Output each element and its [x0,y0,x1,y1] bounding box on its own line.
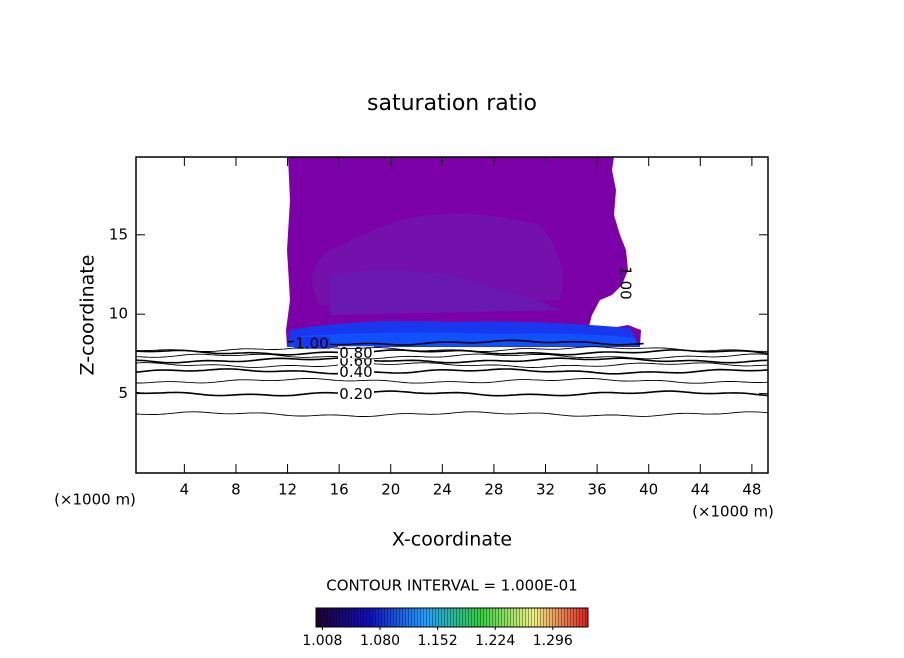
colorbar-tick-label: 1.152 [418,633,458,649]
colorbar-tick-label: 1.008 [302,633,342,649]
y-tick-label: 15 [109,225,128,243]
plot-area [286,157,641,347]
contour-line [287,339,644,346]
x-tick-label: 28 [484,481,503,499]
colorbar-tick-label: 1.080 [360,633,400,649]
contour-line [135,346,769,352]
contour-line [136,377,769,384]
contour-label-bg [338,387,374,400]
x-axis-label: X-coordinate [392,529,512,551]
colorbar-stripes [316,608,588,627]
x-tick-label: 32 [536,481,555,499]
x-unit-label: (×1000 m) [692,503,774,521]
x-tick-label: 44 [691,481,710,499]
colorbar-title: CONTOUR INTERVAL = 1.000E-01 [326,577,577,595]
y-axis-label: Z-coordinate [77,255,99,376]
contour-line [135,411,769,417]
cloud-core [330,270,560,315]
contour-label: 1.00 [617,266,635,299]
chart-title: saturation ratio [367,91,537,116]
contour-label-bg [294,336,330,349]
contour-line [135,353,769,360]
x-tick-label: 40 [639,481,658,499]
contour-line [135,390,769,397]
x-tick-label: 36 [588,481,607,499]
x-tick-label: 8 [231,481,241,499]
x-tick-label: 4 [180,481,190,499]
contour-label-bg [338,365,374,378]
contour-line [135,362,769,368]
x-tick-label: 20 [381,481,400,499]
contour-label: 0.80 [339,344,372,362]
contour-label: 1.00 [295,334,328,352]
plot-frame [135,156,769,474]
y-tick-label: 5 [118,384,128,402]
x-tick-label: 24 [433,481,452,499]
y-tick-label: 10 [109,305,128,323]
contour-line [135,357,769,364]
x-tick-label: 12 [278,481,297,499]
colorbar-tick-label: 1.296 [533,633,573,649]
contour-label-bg [338,346,374,359]
contour-line [135,349,769,356]
x-tick-label: 48 [742,481,761,499]
x-tick-label: 16 [330,481,349,499]
x-unit-label: (×1000 m) [54,491,136,509]
contour-line [135,368,769,375]
contour-label: 0.20 [339,385,372,403]
contour-label: 0.40 [339,363,372,381]
colorbar-tick-label: 1.224 [475,633,515,649]
